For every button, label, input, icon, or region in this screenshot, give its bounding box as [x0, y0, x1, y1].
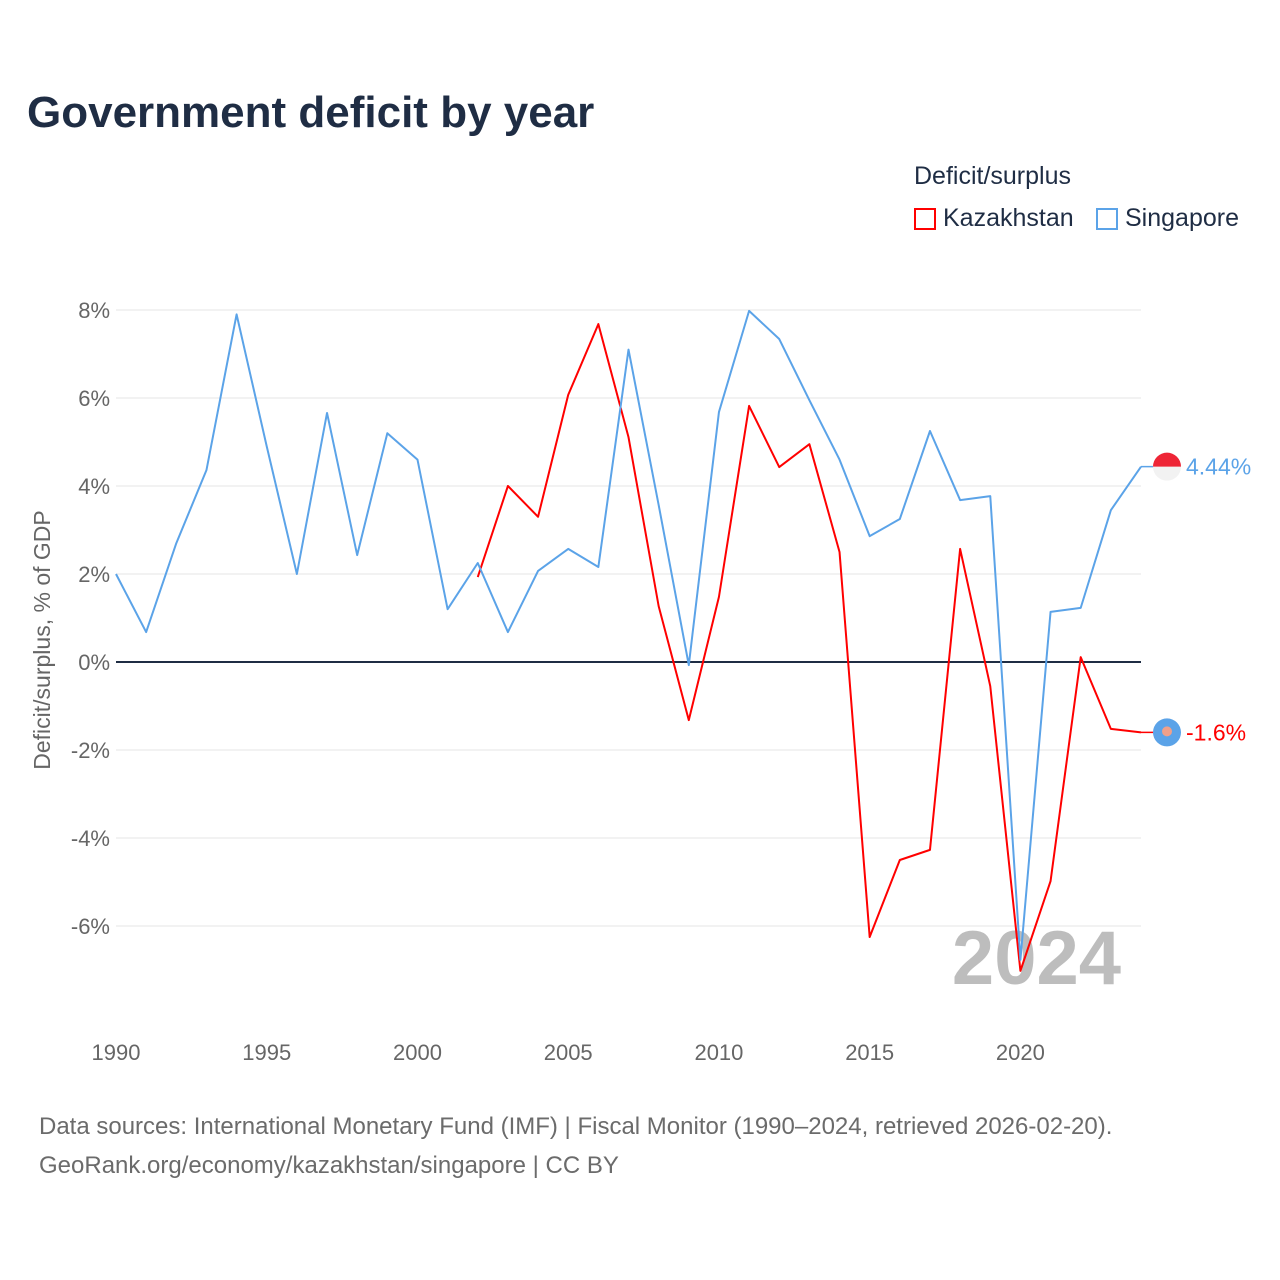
end-value-label: -1.6%	[1186, 719, 1246, 745]
source-note: Data sources: International Monetary Fun…	[39, 1107, 1112, 1185]
y-tick-label: -4%	[71, 826, 110, 851]
x-tick-label: 2000	[393, 1040, 442, 1065]
y-tick-label: 2%	[78, 562, 110, 587]
source-line-2: GeoRank.org/economy/kazakhstan/singapore…	[39, 1152, 619, 1179]
legend-swatch	[1096, 207, 1118, 230]
legend-item-kazakhstan[interactable]: Kazakhstan	[914, 204, 1074, 233]
x-tick-label: 2020	[996, 1040, 1045, 1065]
x-tick-label: 2005	[544, 1040, 593, 1065]
chart-title: Government deficit by year	[27, 88, 595, 137]
y-tick-label: -2%	[71, 738, 110, 763]
y-tick-label: 6%	[78, 386, 110, 411]
legend-title: Deficit/surplus	[914, 162, 1071, 190]
y-tick-label: 4%	[78, 474, 110, 499]
y-tick-label: -6%	[71, 914, 110, 939]
series-line-singapore	[115, 309, 1142, 961]
source-line-1: Data sources: International Monetary Fun…	[39, 1113, 1113, 1140]
kazakhstan-flag-sun	[1162, 726, 1172, 737]
y-axis-label: Deficit/surplus, % of GDP	[29, 510, 55, 769]
legend-swatch	[914, 207, 936, 230]
x-tick-label: 2010	[694, 1040, 743, 1065]
x-tick-label: 1990	[92, 1040, 141, 1065]
legend-item-singapore[interactable]: Singapore	[1096, 204, 1239, 233]
y-tick-label: 8%	[78, 298, 110, 323]
x-tick-label: 2015	[845, 1040, 894, 1065]
year-watermark: 2024	[952, 916, 1121, 1001]
y-tick-label: 0%	[78, 650, 110, 675]
series-line-kazakhstan	[476, 323, 1142, 972]
legend-label: Kazakhstan	[943, 204, 1074, 232]
singapore-flag-icon	[1153, 452, 1181, 467]
end-value-label: 4.44%	[1186, 454, 1251, 480]
x-tick-label: 1995	[242, 1040, 291, 1065]
legend-label: Singapore	[1125, 204, 1239, 232]
